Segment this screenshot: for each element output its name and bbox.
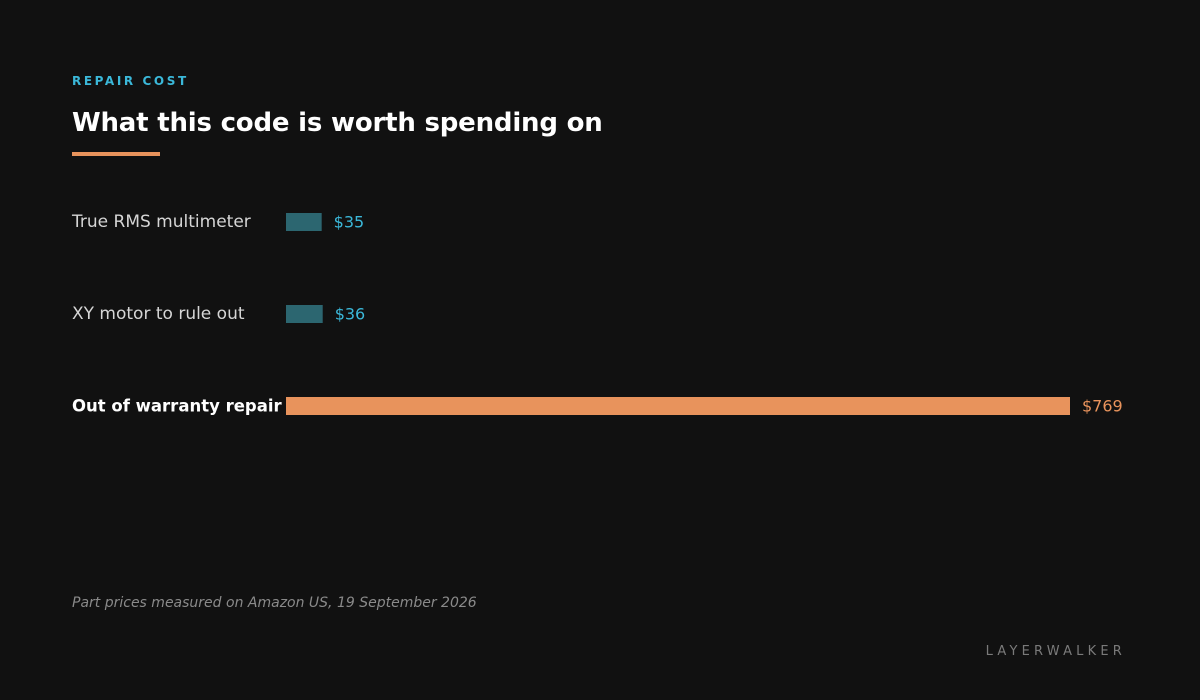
value-label: $769	[1082, 397, 1123, 416]
source-note: Part prices measured on Amazon US, 19 Se…	[72, 595, 477, 611]
bar	[286, 213, 322, 231]
category-label: True RMS multimeter	[71, 212, 251, 232]
value-label: $36	[335, 305, 366, 324]
category-label: Out of warranty repair	[72, 397, 283, 416]
bar	[286, 397, 1070, 415]
title-underline	[72, 152, 160, 156]
chart-title: What this code is worth spending on	[72, 108, 603, 138]
chart-eyebrow: REPAIR COST	[72, 74, 189, 88]
bar	[286, 305, 323, 323]
brand-wordmark: LAYERWALKER	[985, 644, 1126, 659]
category-label: XY motor to rule out	[72, 304, 245, 324]
value-label: $35	[334, 213, 365, 232]
